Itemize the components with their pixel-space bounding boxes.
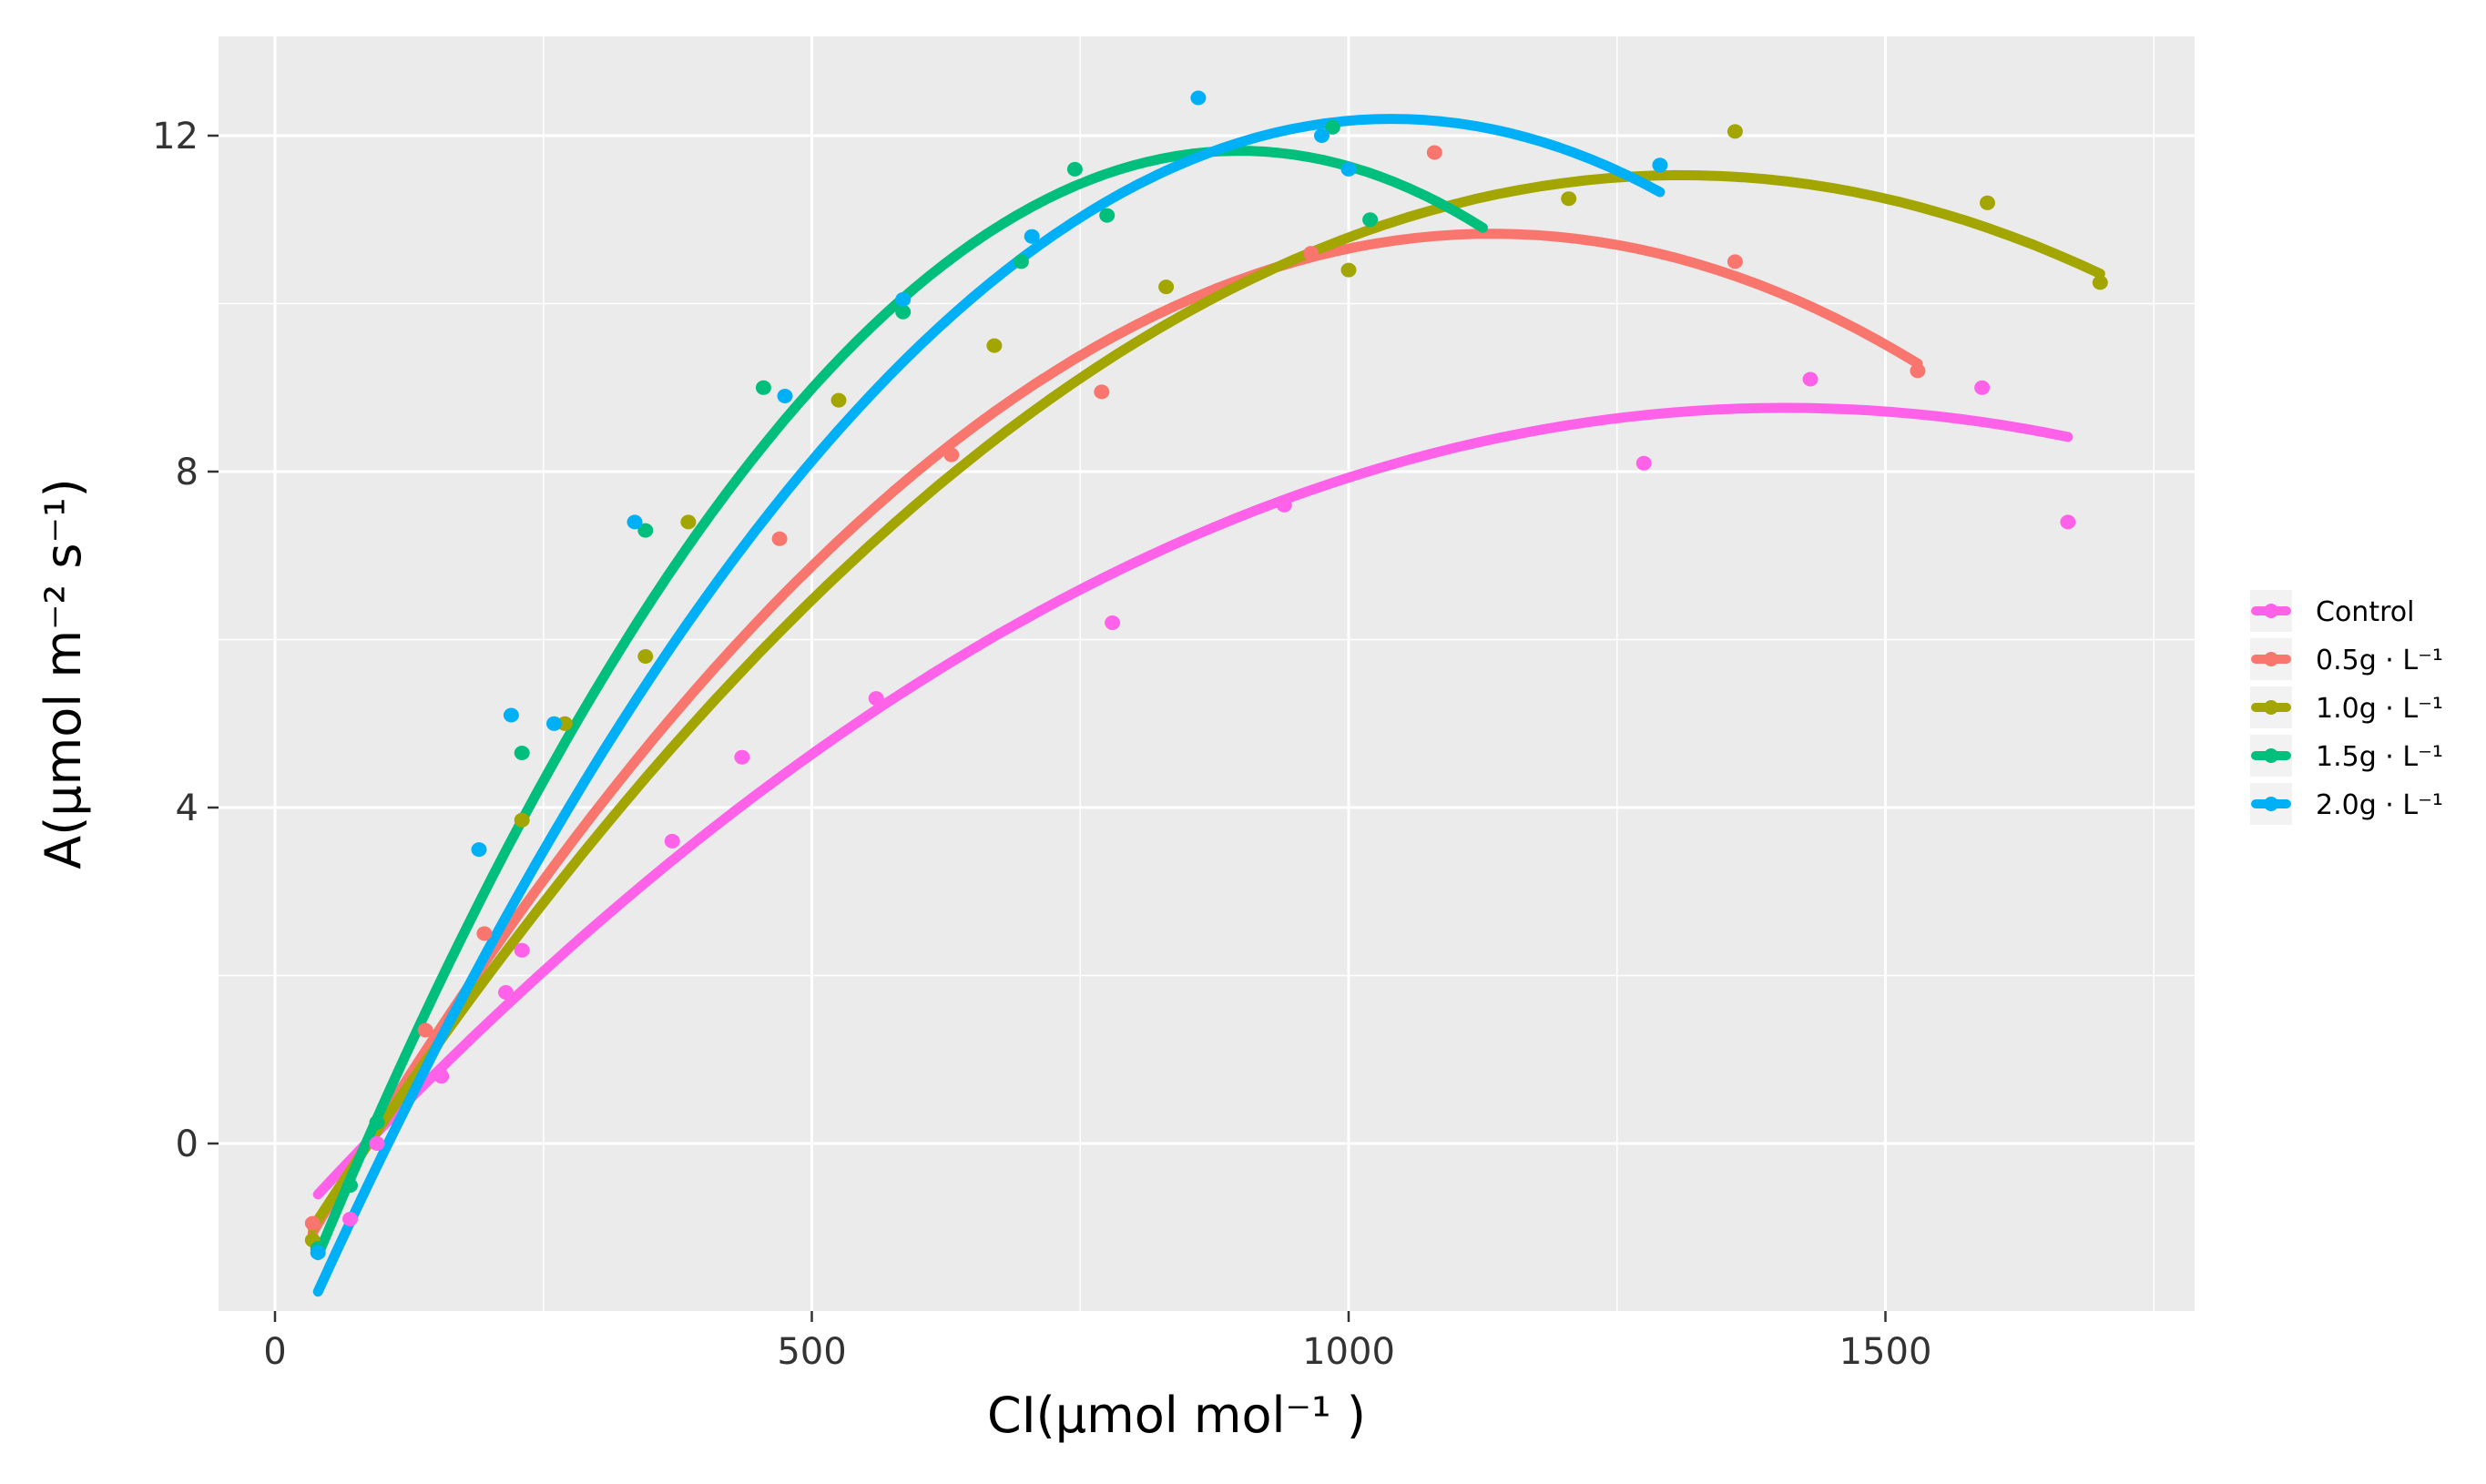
fit-line [312, 402, 2073, 1200]
legend-label: Control [2316, 596, 2414, 628]
data-point [1314, 128, 1330, 143]
data-point [2060, 514, 2076, 530]
y-tick-label: 4 [176, 788, 199, 829]
major-gridlines [219, 36, 2195, 1311]
data-point [304, 1215, 321, 1231]
legend-point [2264, 652, 2278, 666]
data-point [1190, 90, 1207, 106]
legend-label: 1.0g · L⁻¹ [2316, 693, 2443, 725]
data-point [1974, 380, 1991, 395]
data-point [895, 304, 912, 320]
data-point [1362, 212, 1379, 228]
data-point [433, 1069, 450, 1084]
data-point [637, 523, 654, 538]
data-point [546, 716, 562, 731]
data-point [1727, 254, 1743, 269]
data-point [1340, 262, 1357, 278]
x-tick-label: 1500 [1839, 1331, 1932, 1373]
data-points [304, 90, 2108, 1260]
legend-label: 0.5g · L⁻¹ [2316, 645, 2443, 676]
data-point [476, 926, 493, 941]
data-point [342, 1178, 358, 1194]
data-point [1099, 208, 1116, 223]
data-point [777, 389, 793, 403]
data-point [1024, 229, 1040, 244]
y-axis-ticks: 0 4 8 12 [152, 116, 219, 1165]
data-point [1105, 615, 1121, 630]
legend-label: 2.0g · L⁻¹ [2316, 789, 2443, 821]
data-point [755, 380, 771, 395]
data-point [1276, 497, 1292, 513]
data-point [310, 1245, 326, 1260]
legend-point [2264, 604, 2278, 618]
legend-point [2264, 797, 2278, 811]
x-axis-ticks: 0 500 1000 1500 [263, 1311, 1931, 1373]
y-tick-label: 8 [176, 452, 199, 493]
legend-point [2264, 700, 2278, 715]
data-point [556, 716, 573, 731]
fit-line [307, 229, 1923, 1238]
data-point [895, 291, 912, 307]
chart-panel [219, 36, 2195, 1311]
data-point [1013, 254, 1029, 269]
data-point [986, 338, 1003, 353]
data-point [2092, 275, 2108, 290]
data-point [734, 749, 750, 765]
legend: Control 0.5g · L⁻¹ 1.0g · L⁻¹ 1.5g · L⁻¹ 2.0… [2245, 588, 2486, 829]
data-point [1727, 124, 1743, 139]
fit-line [312, 114, 1666, 1297]
x-tick-label: 1000 [1302, 1331, 1395, 1373]
data-point [514, 942, 530, 958]
x-tick-label: 500 [777, 1331, 846, 1373]
data-point [627, 514, 643, 530]
data-point [1652, 158, 1668, 173]
y-tick-label: 0 [176, 1123, 199, 1165]
y-axis-title: A(μmol m⁻² s⁻¹) [35, 478, 92, 869]
data-point [1303, 246, 1319, 261]
data-point [1980, 195, 1995, 210]
data-point [1802, 371, 1819, 387]
data-point [369, 1136, 385, 1151]
data-point [943, 447, 960, 462]
legend-label: 1.5g · L⁻¹ [2316, 741, 2443, 773]
data-point [868, 691, 884, 706]
data-point [498, 985, 514, 1000]
data-point [503, 707, 519, 723]
data-point [471, 842, 487, 858]
data-point [1324, 119, 1340, 135]
data-point [830, 392, 847, 408]
data-point [1426, 145, 1442, 160]
data-point [1094, 384, 1110, 400]
data-point [369, 1114, 385, 1130]
data-point [514, 812, 530, 828]
fit-line [307, 169, 2105, 1234]
data-point [1635, 455, 1652, 471]
data-point [514, 746, 530, 760]
data-point [1066, 161, 1083, 177]
fit-lines [307, 114, 2105, 1297]
data-point [1561, 191, 1577, 207]
data-point [1340, 161, 1357, 177]
data-point [1910, 363, 1926, 379]
data-point [664, 833, 680, 849]
data-point [680, 514, 697, 530]
x-tick-label: 0 [263, 1331, 286, 1373]
x-axis-title: CI(μmol mol⁻¹ ) [987, 1387, 1366, 1444]
data-point [1158, 280, 1175, 295]
data-point [417, 1022, 433, 1038]
data-point [342, 1212, 358, 1226]
data-point [637, 649, 654, 664]
data-point [771, 531, 788, 546]
legend-point [2264, 748, 2278, 763]
y-tick-label: 12 [152, 116, 199, 158]
